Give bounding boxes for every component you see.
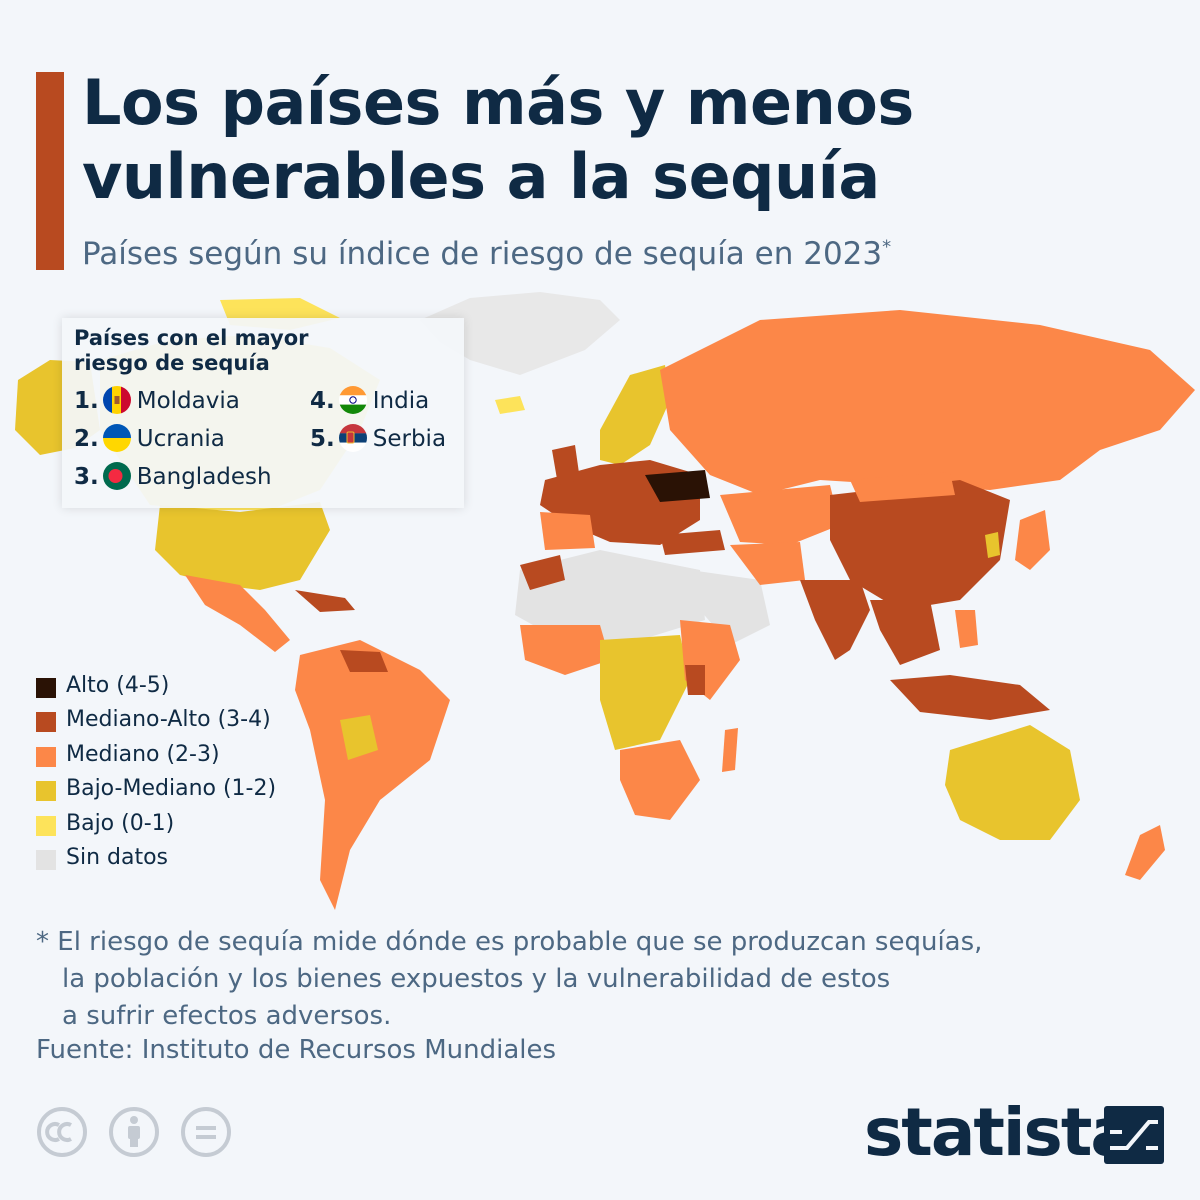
page-subtitle: Países según su índice de riesgo de sequ… bbox=[82, 236, 891, 272]
country-name: Bangladesh bbox=[136, 464, 272, 490]
footnote-line: la población y los bienes expuestos y la… bbox=[62, 964, 891, 994]
legend-swatch bbox=[36, 849, 56, 870]
map-region-russia bbox=[660, 310, 1195, 495]
top-risk-item-3: 3. Bangladesh bbox=[74, 462, 272, 490]
top-risk-item-1: 1. Moldavia bbox=[74, 386, 240, 414]
map-region-indonesia bbox=[890, 675, 1050, 720]
rank-number: 3. bbox=[74, 464, 99, 490]
legend-label: Bajo-Mediano (1-2) bbox=[66, 776, 277, 802]
map-region-ukraine bbox=[645, 470, 710, 502]
top-risk-item-2: 2. Ucrania bbox=[74, 424, 225, 452]
footnote-line: a sufrir efectos adversos. bbox=[62, 1001, 392, 1031]
bangladesh-flag-icon bbox=[102, 462, 131, 490]
map-region-bolivia bbox=[340, 715, 378, 760]
map-region-scandinavia bbox=[600, 365, 670, 465]
top-risk-box: Países con el mayor riesgo de sequía 1. M… bbox=[62, 318, 464, 508]
rank-number: 5. bbox=[310, 426, 335, 452]
map-region-australia bbox=[945, 725, 1080, 840]
attribution-icon[interactable] bbox=[108, 1106, 160, 1158]
india-flag-icon bbox=[338, 386, 367, 414]
footnote-line: * El riesgo de sequía mide dónde es prob… bbox=[36, 927, 983, 957]
map-region-china bbox=[830, 480, 1010, 610]
rank-number: 4. bbox=[310, 388, 335, 414]
page-title: Los países más y menos vulnerables a la … bbox=[82, 66, 914, 213]
rank-number: 1. bbox=[74, 388, 99, 414]
legend-swatch bbox=[36, 815, 56, 836]
legend-label: Bajo (0-1) bbox=[66, 810, 175, 836]
legend-swatch bbox=[36, 746, 56, 767]
no-derivatives-icon[interactable] bbox=[180, 1106, 232, 1158]
country-name: Moldavia bbox=[136, 388, 240, 414]
legend-label: Alto (4-5) bbox=[66, 673, 170, 698]
map-region-central-asia bbox=[720, 485, 840, 545]
top-risk-item-4: 4. India bbox=[310, 386, 429, 414]
map-region-se-asia bbox=[870, 600, 940, 665]
moldova-flag-icon bbox=[102, 386, 131, 414]
map-region-iran bbox=[730, 542, 805, 585]
country-name: Ucrania bbox=[136, 426, 225, 452]
country-name: Serbia bbox=[372, 426, 447, 452]
legend-swatch bbox=[36, 678, 56, 698]
map-region-iberia bbox=[540, 512, 595, 550]
source-text: Fuente: Instituto de Recursos Mundiales bbox=[36, 1035, 557, 1065]
map-region-south-america bbox=[295, 640, 450, 910]
footnote: * El riesgo de sequía mide dónde es prob… bbox=[36, 924, 1136, 1035]
map-region-caribbean bbox=[295, 590, 355, 612]
map-region-korea bbox=[985, 532, 1000, 558]
map-region-venezuela bbox=[340, 650, 388, 672]
map-region-greenland bbox=[420, 292, 620, 375]
map-region-iceland bbox=[495, 396, 525, 414]
legend-label: Mediano (2-3) bbox=[66, 741, 220, 767]
title-accent-bar bbox=[36, 72, 64, 270]
top-risk-heading: Países con el mayor riesgo de sequía bbox=[74, 326, 309, 375]
map-region-philippines bbox=[955, 610, 978, 648]
top-risk-item-5: 5. Serbia bbox=[310, 424, 446, 452]
map-region-japan bbox=[1015, 510, 1050, 570]
country-name: India bbox=[372, 388, 430, 414]
statista-logo-text[interactable]: statista bbox=[864, 1094, 1135, 1171]
rank-number: 2. bbox=[74, 426, 99, 452]
map-region-uk bbox=[552, 445, 580, 485]
ukraine-flag-icon bbox=[102, 424, 131, 452]
subtitle-footnote-mark: * bbox=[882, 236, 892, 258]
map-region-turkey bbox=[660, 530, 725, 555]
map-region-new-zealand bbox=[1125, 825, 1165, 880]
legend-swatch bbox=[36, 781, 56, 802]
map-region-mongolia bbox=[850, 472, 955, 502]
subtitle-text: Países según su índice de riesgo de sequ… bbox=[82, 236, 883, 272]
legend-label: Mediano-Alto (3-4) bbox=[66, 707, 271, 733]
map-region-kenya bbox=[685, 665, 705, 695]
map-region-southern-africa bbox=[620, 740, 700, 820]
legend-swatch bbox=[36, 712, 56, 733]
cc-icon[interactable] bbox=[36, 1106, 88, 1158]
map-region-morocco bbox=[520, 555, 565, 590]
map-region-central-africa bbox=[600, 635, 690, 750]
map-region-madagascar bbox=[722, 728, 738, 772]
serbia-flag-icon bbox=[338, 424, 367, 452]
map-region-west-africa bbox=[520, 625, 610, 675]
legend-label: Sin datos bbox=[66, 844, 169, 870]
map-region-mexico bbox=[185, 575, 290, 652]
map-region-usa bbox=[155, 502, 330, 590]
map-region-india bbox=[800, 580, 870, 660]
map-region-arabia bbox=[690, 570, 770, 645]
statista-logo-icon[interactable] bbox=[1104, 1106, 1164, 1164]
